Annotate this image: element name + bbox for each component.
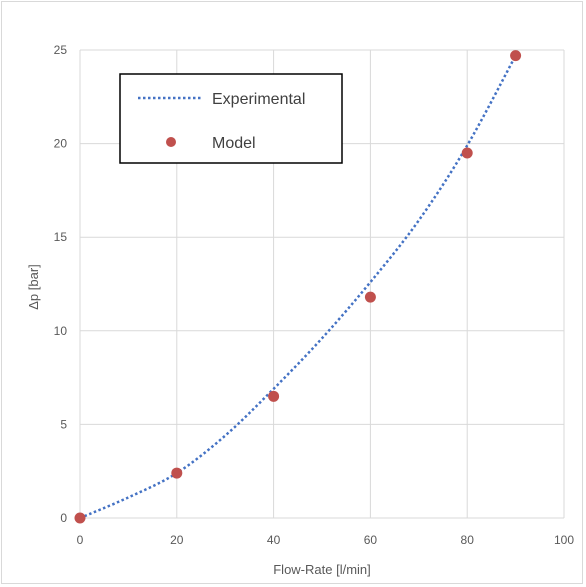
series-model-point: [171, 467, 183, 479]
y-tick-label: 0: [60, 511, 67, 525]
y-tick-label: 10: [54, 324, 68, 338]
y-tick-label: 20: [54, 137, 68, 151]
series-model-point: [74, 512, 86, 524]
legend-model-label: Model: [212, 135, 256, 152]
x-tick-label: 0: [77, 533, 84, 547]
series-model-point: [268, 390, 280, 402]
y-tick-label: 15: [54, 230, 68, 244]
series-layer: [74, 50, 522, 524]
legend: Experimental Model: [119, 73, 343, 164]
legend-experimental-label: Experimental: [212, 91, 305, 108]
series-model-point: [364, 291, 376, 303]
y-tick-label: 5: [60, 417, 67, 431]
x-tick-label: 80: [461, 533, 475, 547]
series-model-point: [461, 147, 473, 159]
x-tick-label: 40: [267, 533, 281, 547]
y-axis-ticks: 0 5 10 15 20 25: [54, 43, 68, 525]
x-axis-ticks: 0 20 40 60 80 100: [77, 533, 575, 547]
series-model-point: [510, 50, 522, 62]
y-axis-title: Δp [bar]: [26, 264, 41, 310]
x-tick-label: 60: [364, 533, 378, 547]
x-axis-title: Flow-Rate [l/min]: [273, 562, 371, 577]
x-tick-label: 100: [554, 533, 574, 547]
y-tick-label: 25: [54, 43, 68, 57]
x-tick-label: 20: [170, 533, 184, 547]
legend-model-swatch: [166, 137, 176, 147]
legend-box: [119, 73, 343, 164]
